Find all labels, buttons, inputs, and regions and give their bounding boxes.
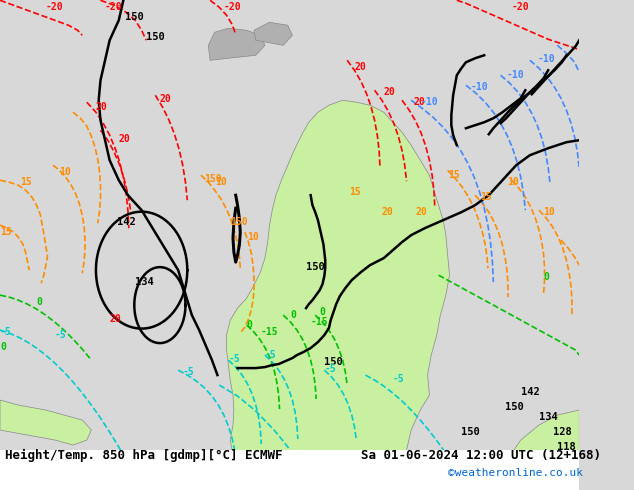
Text: -10: -10 [537,54,555,64]
Text: 128: 128 [553,427,571,437]
Text: -5: -5 [55,330,67,340]
Text: -10: -10 [470,82,488,92]
Text: 150: 150 [462,427,480,437]
Text: 15: 15 [20,177,32,187]
Text: -5: -5 [325,364,336,374]
Text: 20: 20 [160,94,172,104]
Text: 20: 20 [96,102,108,112]
Text: 134: 134 [135,277,154,287]
Text: 0: 0 [0,342,6,352]
Polygon shape [0,400,91,445]
Polygon shape [507,410,579,490]
Text: -20: -20 [512,2,529,12]
Text: Height/Temp. 850 hPa [gdmp][°C] ECMWF: Height/Temp. 850 hPa [gdmp][°C] ECMWF [4,449,282,462]
Text: 150: 150 [505,402,524,412]
Text: 10: 10 [215,177,226,187]
Text: 20: 20 [416,207,427,217]
Text: Sa 01-06-2024 12:00 UTC (12+168): Sa 01-06-2024 12:00 UTC (12+168) [361,449,601,462]
Text: -10: -10 [507,70,525,80]
Text: -5: -5 [265,350,276,360]
Polygon shape [254,22,292,45]
Text: 10: 10 [60,167,71,177]
Text: -15: -15 [261,327,278,337]
Text: 15: 15 [349,187,361,197]
Text: 20: 20 [119,134,131,144]
Text: -5: -5 [0,327,12,337]
Text: -5: -5 [228,354,240,364]
Text: 20: 20 [354,62,366,72]
Text: 20: 20 [110,314,121,324]
Text: 118: 118 [557,442,576,452]
Text: 20: 20 [382,207,394,217]
Text: 0: 0 [543,272,550,282]
Text: 0: 0 [37,297,42,307]
Text: -20: -20 [224,2,242,12]
Text: 134: 134 [539,412,558,422]
Text: 150: 150 [325,357,343,367]
Text: 10: 10 [543,207,555,217]
Text: 150: 150 [306,262,325,272]
Text: 15: 15 [0,227,12,237]
Text: 15: 15 [480,192,491,202]
Text: 20: 20 [414,97,425,107]
Text: -5: -5 [183,367,195,377]
Bar [0,450,579,490]
Text: -20: -20 [105,2,123,12]
Text: 150: 150 [146,32,165,42]
Text: 142: 142 [521,387,540,397]
Text: 15: 15 [448,170,460,180]
Text: 20: 20 [384,87,396,97]
Text: 0: 0 [247,320,252,330]
Polygon shape [209,28,265,60]
Text: 10: 10 [247,232,259,242]
Text: 150: 150 [204,174,221,184]
Text: 150: 150 [230,217,248,227]
Polygon shape [226,100,450,488]
Text: ©weatheronline.co.uk: ©weatheronline.co.uk [448,468,583,478]
Text: 0: 0 [320,307,326,317]
Text: -15: -15 [311,317,328,327]
Text: -5: -5 [393,374,404,384]
Text: -10: -10 [420,97,438,107]
Text: 142: 142 [117,217,136,227]
Text: -20: -20 [46,2,63,12]
Text: 10: 10 [507,177,519,187]
Text: 0: 0 [290,310,297,320]
Text: 150: 150 [125,12,144,22]
